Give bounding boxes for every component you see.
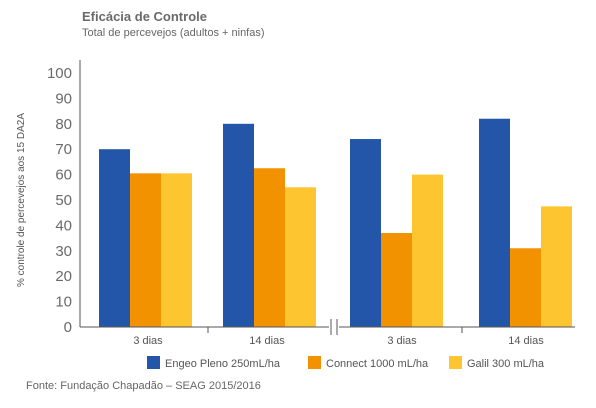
bar xyxy=(479,118,510,327)
legend-label: Engeo Pleno 250mL/ha xyxy=(165,358,281,370)
source-note: Fonte: Fundação Chapadão – SEAG 2015/201… xyxy=(26,380,261,392)
chart-subtitle: Total de percevejos (adultos + ninfas) xyxy=(82,27,265,39)
x-axis-ticks: 3 dias 14 dias 3 dias 14 dias xyxy=(133,335,544,347)
y-tick-label: 90 xyxy=(55,90,72,107)
legend-swatch xyxy=(449,356,462,369)
legend: Engeo Pleno 250mL/ha Connect 1000 mL/ha Ga… xyxy=(147,356,545,370)
y-tick-label: 80 xyxy=(55,116,72,133)
x-tick-label: 3 dias xyxy=(133,335,163,347)
axes xyxy=(79,60,575,335)
bar xyxy=(161,173,192,327)
y-tick-label: 10 xyxy=(55,294,72,311)
x-tick-label: 3 dias xyxy=(387,335,417,347)
y-tick-label: 40 xyxy=(55,217,72,234)
y-axis-ticks: 0 10 20 30 40 50 60 70 80 90 100 xyxy=(47,65,72,336)
bar xyxy=(223,123,254,327)
bar xyxy=(99,149,130,327)
x-tick-label: 14 dias xyxy=(249,335,285,347)
y-tick-label: 30 xyxy=(55,243,72,260)
bar xyxy=(510,248,541,327)
bar xyxy=(285,187,316,327)
bar xyxy=(412,174,443,327)
bars xyxy=(99,118,572,327)
bar xyxy=(130,173,161,327)
legend-label: Connect 1000 mL/ha xyxy=(326,358,429,370)
bar xyxy=(381,233,412,327)
legend-label: Galil 300 mL/ha xyxy=(467,358,545,370)
x-tick-label: 14 dias xyxy=(508,335,544,347)
y-tick-label: 20 xyxy=(55,268,72,285)
chart-title: Eficácia de Controle xyxy=(82,9,207,24)
legend-swatch xyxy=(147,356,160,369)
bar xyxy=(541,206,572,327)
y-tick-label: 0 xyxy=(64,319,72,336)
y-axis-label: % controle de percevejos aos 15 DA2A xyxy=(16,113,27,287)
y-tick-label: 60 xyxy=(55,167,72,184)
y-tick-label: 50 xyxy=(55,192,72,209)
y-tick-label: 70 xyxy=(55,141,72,158)
legend-swatch xyxy=(308,356,321,369)
bar xyxy=(254,168,285,327)
bar xyxy=(350,139,381,327)
y-tick-label: 100 xyxy=(47,65,72,82)
